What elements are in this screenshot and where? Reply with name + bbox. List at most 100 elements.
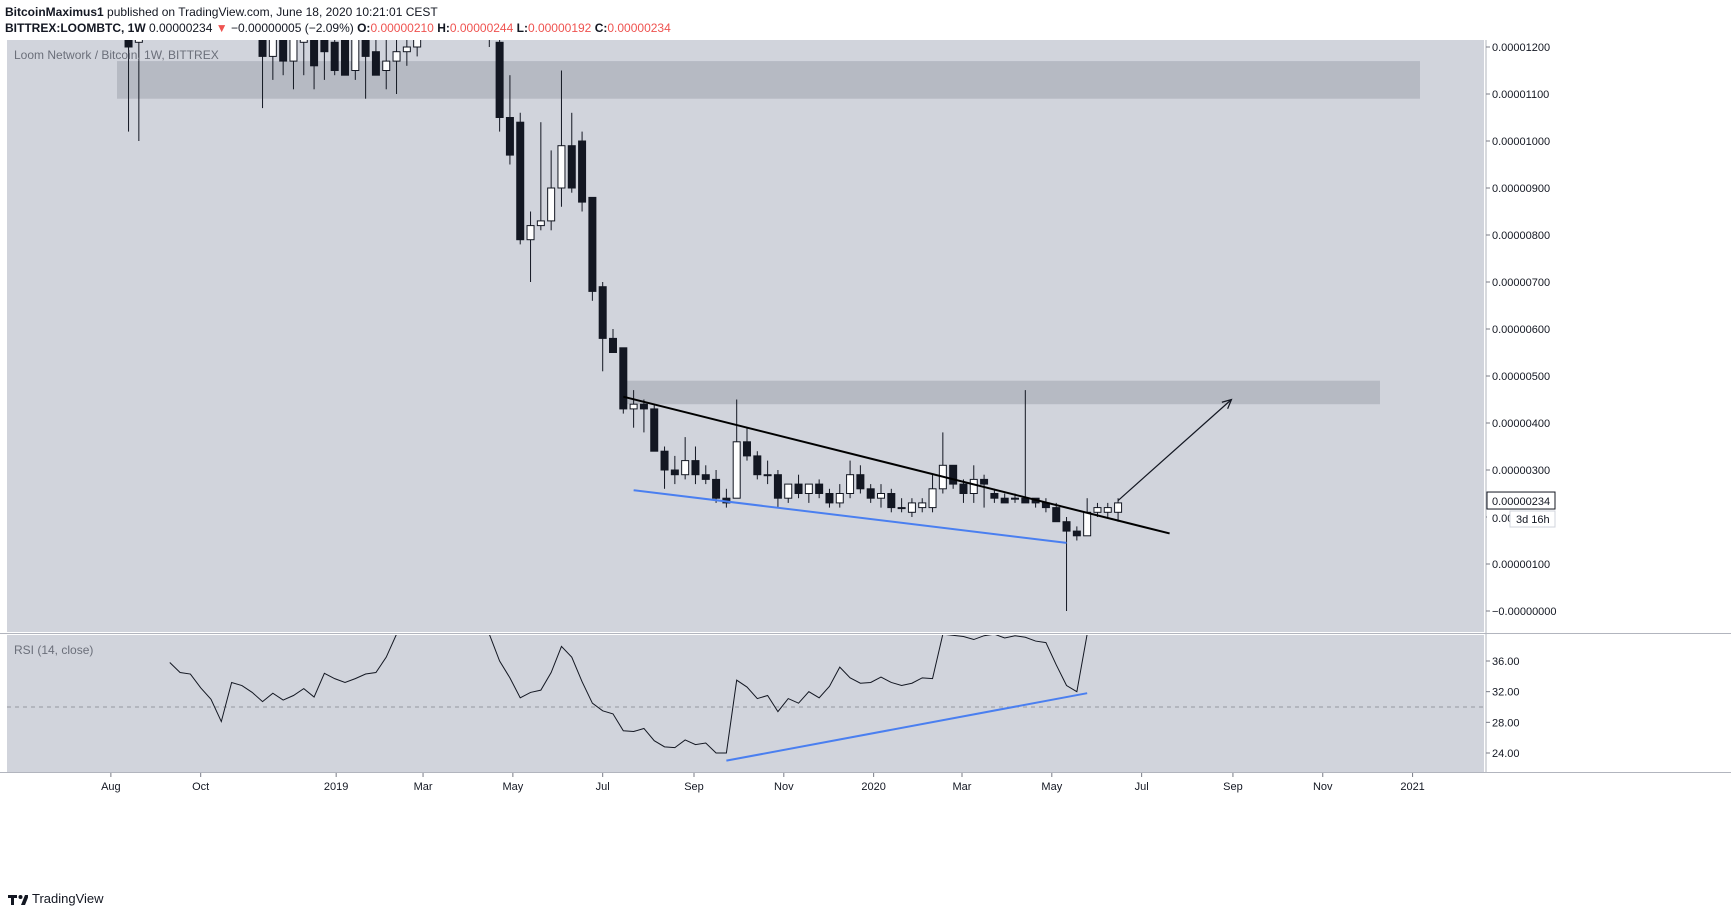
- partial-price-label: 0.00: [1492, 513, 1513, 525]
- candle: [1103, 502, 1112, 517]
- candle-down-body: [310, 40, 319, 67]
- brand-label: TradingView: [32, 891, 104, 906]
- candle-up-body: [134, 40, 143, 43]
- candle-up-body: [299, 40, 308, 43]
- candle: [691, 446, 700, 485]
- candle-down-body: [753, 455, 762, 476]
- high-label: H:: [437, 21, 450, 35]
- candle-up-body: [784, 483, 793, 499]
- candle: [268, 40, 277, 80]
- target-arrow[interactable]: [1117, 399, 1232, 501]
- countdown-label: 3d 16h: [1516, 514, 1550, 526]
- candle: [516, 112, 525, 245]
- candle: [629, 390, 638, 428]
- candle: [526, 211, 535, 282]
- candle: [670, 455, 679, 485]
- candle-down-body: [773, 474, 782, 499]
- rsi-tick-label: 36.00: [1492, 656, 1520, 668]
- candle-down-body: [588, 196, 597, 292]
- candle: [763, 460, 772, 485]
- time-axis[interactable]: Aug Oct 2019 Mar May Jul Sep Nov 2020 Mar May Jul Se…: [0, 772, 1731, 794]
- candle-down-body: [650, 408, 659, 452]
- candle-up-body: [392, 51, 401, 62]
- price-tick-label: 0.00000400: [1492, 418, 1550, 430]
- candle-up-body: [557, 145, 566, 189]
- candle-down-body: [330, 41, 339, 71]
- candle-up-body: [1114, 502, 1123, 513]
- time-tick-label: May: [1041, 781, 1062, 793]
- rsi-axis[interactable]: 36.00 32.00 28.00 24.00: [0, 633, 1731, 761]
- candle: [681, 437, 690, 480]
- tradingview-footer[interactable]: TradingView: [8, 891, 104, 906]
- price-tick-label: 0.00000800: [1492, 230, 1550, 242]
- candle-down-body: [279, 40, 288, 62]
- zone-rect[interactable]: [623, 380, 1380, 405]
- candle: [918, 498, 927, 513]
- candle-up-body: [1083, 511, 1092, 537]
- candle: [557, 70, 566, 207]
- symbol-label[interactable]: BITTREX:LOOMBTC, 1W: [5, 21, 146, 35]
- candle-up-body: [382, 60, 391, 71]
- rsi-pane-background: [7, 635, 1484, 772]
- candle-down-body: [361, 40, 370, 57]
- last-price-label: 0.00000234: [1492, 496, 1550, 508]
- tradingview-logo-icon: [8, 894, 28, 905]
- candle: [773, 470, 782, 508]
- open-label: O:: [357, 21, 371, 35]
- countdown-label-box: [1509, 510, 1556, 528]
- descending-resistance-line[interactable]: [623, 395, 1170, 535]
- candle-up-body: [681, 460, 690, 476]
- candle-down-body: [887, 493, 896, 509]
- time-tick-label: May: [502, 781, 523, 793]
- trendline-annotations[interactable]: [623, 395, 1233, 544]
- candle: [547, 150, 556, 231]
- published-text: published on TradingView.com, June 18, 2…: [107, 5, 438, 19]
- candle-up-body: [268, 40, 277, 57]
- candle-down-body: [505, 117, 514, 156]
- candle-down-body: [949, 464, 958, 485]
- candle-down-body: [341, 40, 349, 76]
- candle: [567, 112, 576, 193]
- candle-up-body: [897, 507, 906, 510]
- rsi-divergence-line[interactable]: [726, 692, 1088, 762]
- time-tick-label: Aug: [101, 781, 121, 793]
- time-tick-label: Nov: [774, 781, 794, 793]
- change-down-icon: ▼: [215, 21, 228, 35]
- descending-support-line[interactable]: [633, 489, 1067, 544]
- candle-down-body: [124, 40, 133, 48]
- candle-down-body: [825, 493, 834, 504]
- author-name[interactable]: BitcoinMaximus1: [5, 5, 104, 19]
- price-tick-label: 0.00000700: [1492, 277, 1550, 289]
- candle-down-body: [856, 474, 865, 490]
- candle-down-body: [495, 41, 504, 118]
- candle: [289, 40, 298, 90]
- price-axis[interactable]: 0.00001200 0.00001100 0.00001000 0.00000900…: [1485, 40, 1557, 772]
- candle: [1062, 517, 1071, 611]
- last-price-tag: 0.00000234 0.00 3d 16h: [1486, 491, 1556, 528]
- candle: [887, 488, 896, 513]
- candle-up-body: [877, 493, 885, 499]
- candle-up-body: [846, 474, 855, 495]
- rsi-series: [7, 635, 1484, 762]
- candle-down-body: [486, 28, 493, 37]
- candle: [897, 498, 906, 513]
- candle: [392, 40, 401, 94]
- rsi-title: RSI (14, close): [14, 643, 93, 657]
- candle: [382, 40, 391, 90]
- candle-down-body: [660, 450, 669, 471]
- rsi-pane[interactable]: RSI (14, close): [7, 634, 1484, 772]
- candle: [980, 474, 989, 508]
- candle: [804, 483, 813, 503]
- close-label: C:: [594, 21, 608, 35]
- price-pane[interactable]: Loom Network / Bitcoin, 1W, BITTREX: [7, 5, 1484, 632]
- time-tick-label: Sep: [684, 781, 704, 793]
- zone-rect[interactable]: [117, 61, 1420, 99]
- candle: [351, 40, 360, 80]
- candle: [743, 427, 751, 461]
- time-tick-label: Jul: [596, 781, 610, 793]
- candle: [866, 484, 875, 503]
- candle-up-body: [835, 493, 844, 504]
- candle: [124, 40, 133, 132]
- candle-down-body: [516, 121, 525, 241]
